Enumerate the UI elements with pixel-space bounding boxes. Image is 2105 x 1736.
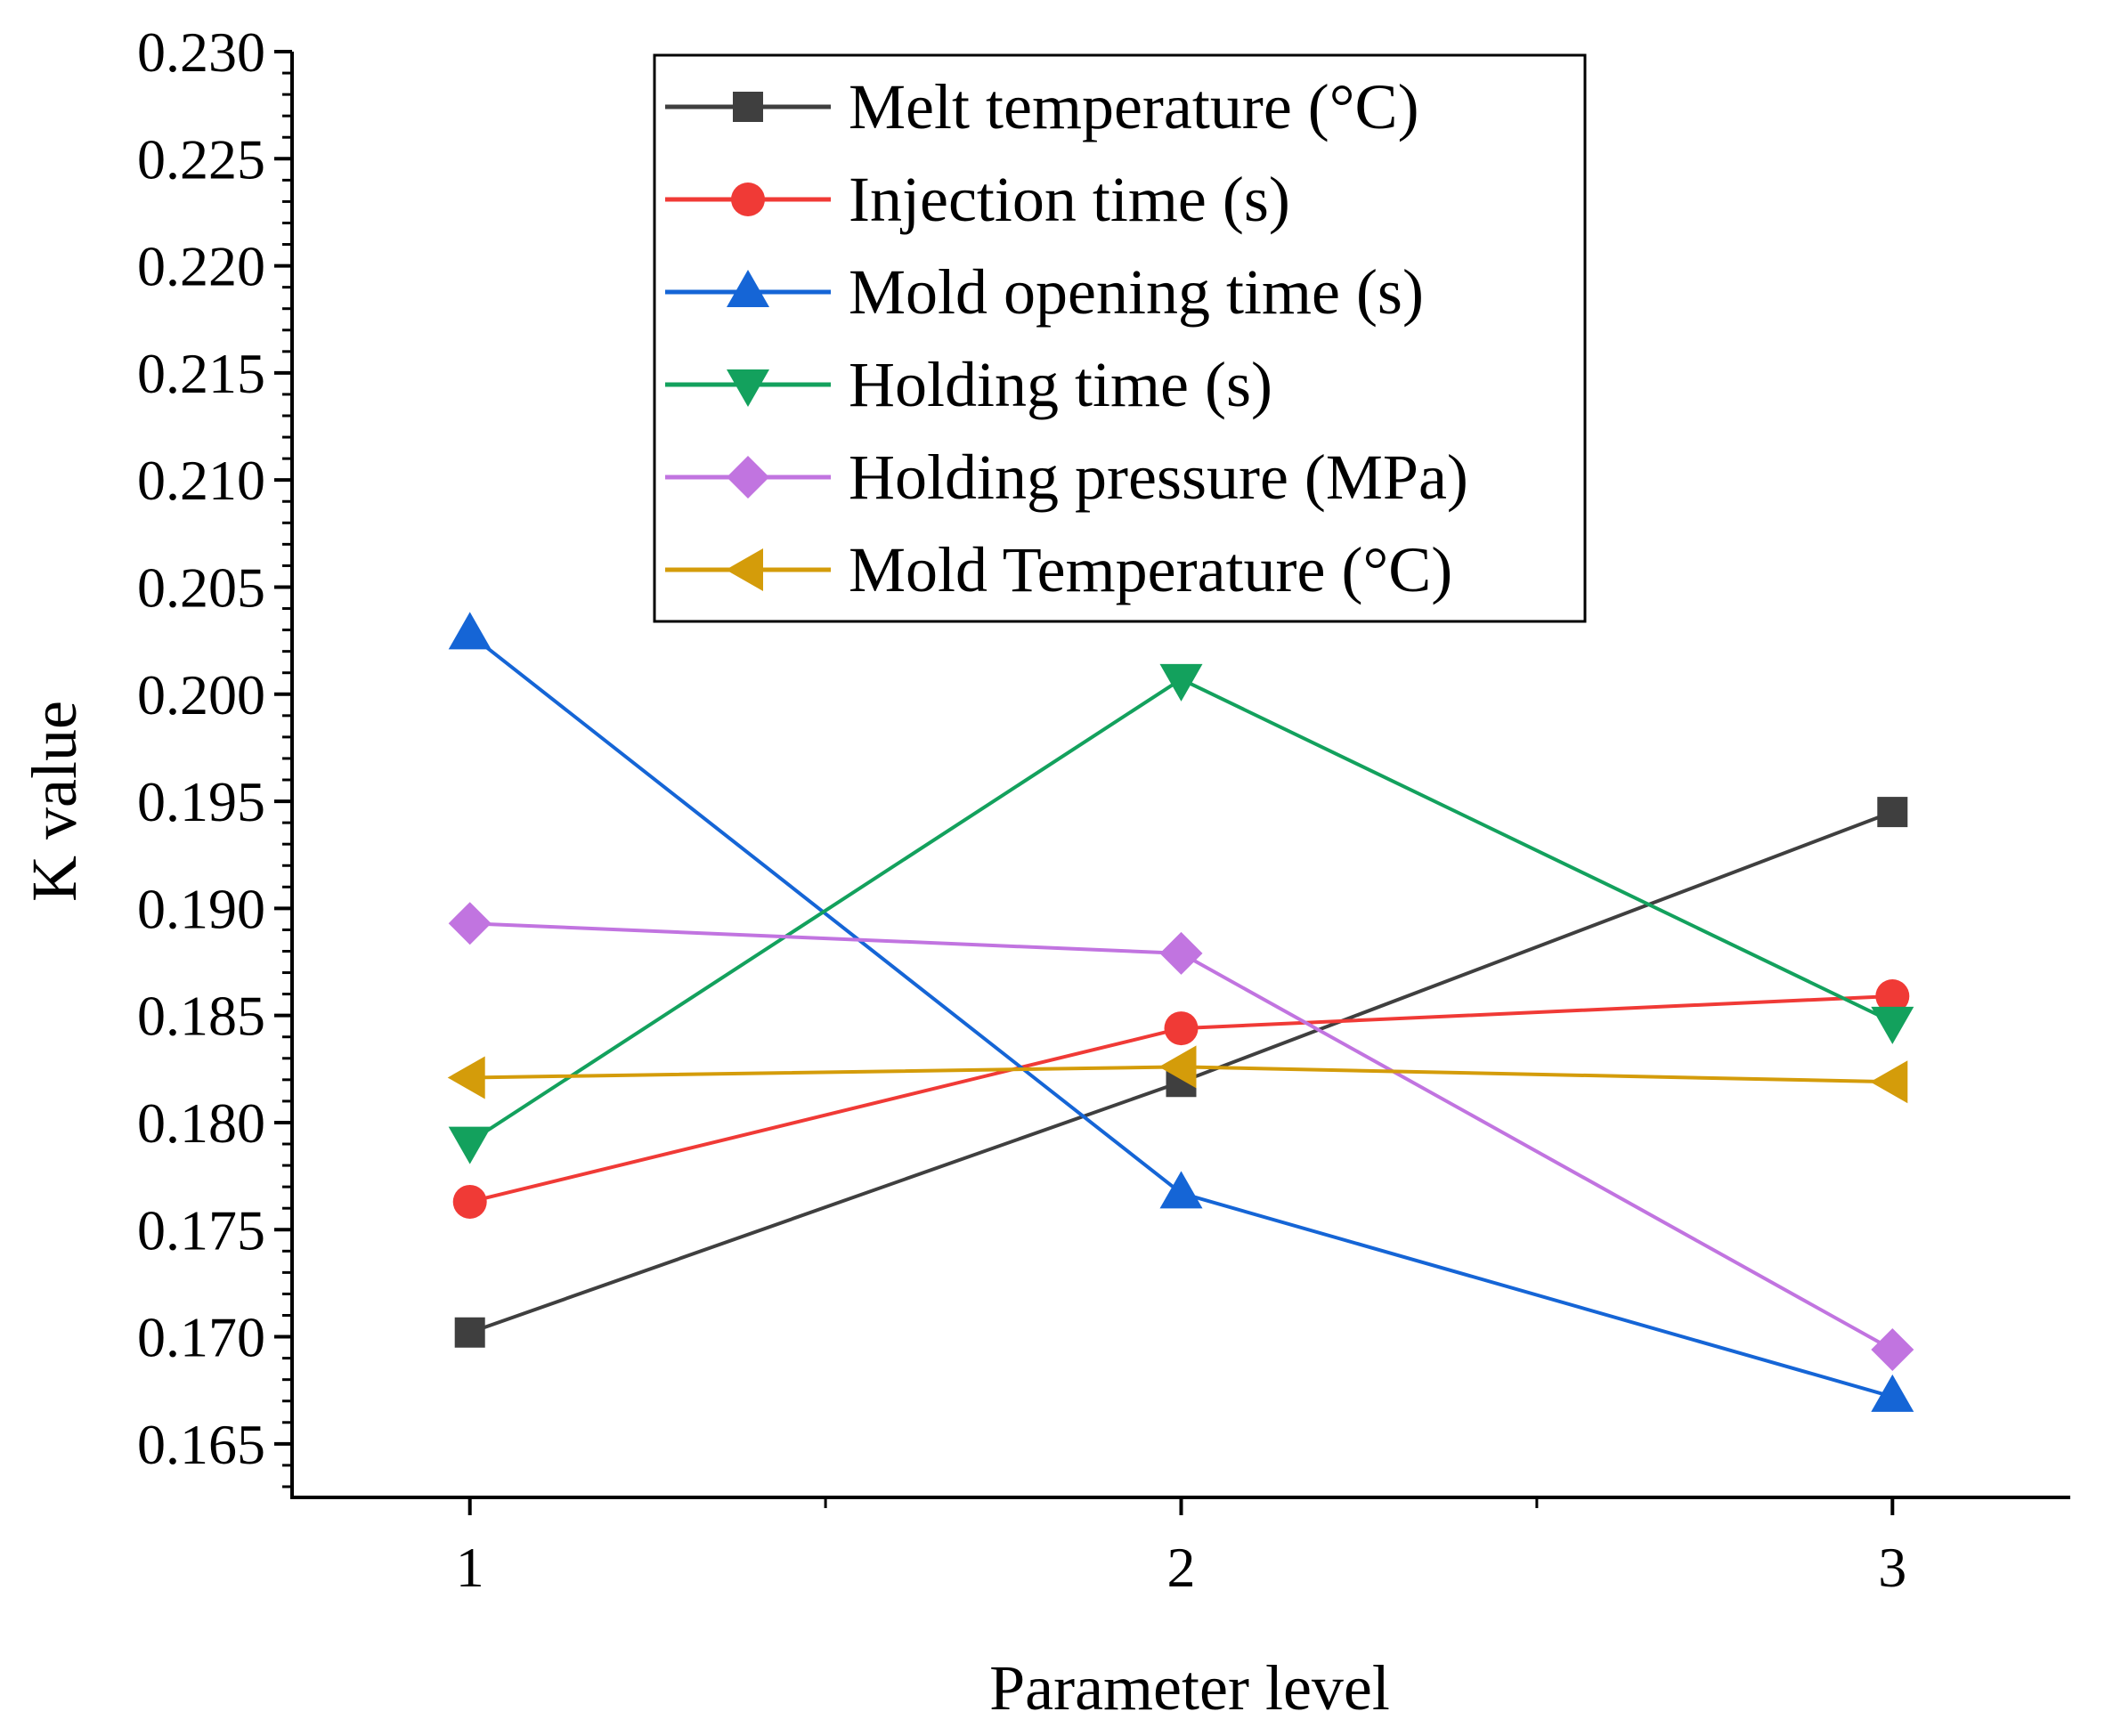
y-tick-label: 0.225: [137, 127, 265, 191]
legend-label: Mold Temperature (°C): [849, 534, 1452, 605]
y-tick-label: 0.210: [137, 449, 265, 512]
y-tick-label: 0.185: [137, 985, 265, 1048]
x-tick-label: 3: [1878, 1536, 1906, 1599]
legend-marker: [733, 92, 763, 122]
series-line: [469, 921, 1894, 1351]
legend-box: [653, 53, 1587, 623]
data-point: [448, 1126, 492, 1164]
data-point: [1158, 1045, 1197, 1089]
data-point: [448, 612, 492, 650]
data-point: [1875, 979, 1910, 1014]
data-point: [1877, 797, 1908, 828]
x-tick-label: 1: [456, 1536, 484, 1599]
legend-label: Injection time (s): [849, 164, 1290, 235]
y-tick-label: 0.205: [137, 556, 265, 619]
series-2: [452, 979, 1910, 1219]
y-tick-label: 0.220: [137, 235, 265, 298]
legend-item: Melt temperature (°C): [665, 71, 1419, 142]
data-point: [1871, 1006, 1914, 1044]
y-tick-label: 0.200: [137, 663, 265, 726]
legend-label: Holding time (s): [849, 349, 1272, 420]
x-axis-title: Parameter level: [989, 1652, 1390, 1724]
legend-marker: [727, 369, 769, 407]
y-axis-title: K value: [19, 701, 90, 902]
legend-marker: [727, 270, 769, 307]
x-tick-label: 2: [1167, 1536, 1196, 1599]
y-tick-label: 0.190: [137, 877, 265, 940]
legend-item: Mold Temperature (°C): [665, 534, 1452, 605]
series-5: [448, 902, 1914, 1371]
data-point: [1870, 1060, 1908, 1104]
y-tick-label: 0.195: [137, 770, 265, 833]
y-tick-label: 0.215: [137, 342, 265, 405]
data-point: [1159, 1171, 1203, 1209]
series-6: [447, 1045, 1908, 1104]
y-tick-label: 0.175: [137, 1198, 265, 1261]
series-4: [448, 663, 1914, 1164]
data-point: [454, 1317, 485, 1348]
data-point: [448, 902, 492, 945]
legend-label: Mold opening time (s): [849, 256, 1424, 328]
data-point: [1871, 1374, 1914, 1412]
series-3: [448, 612, 1914, 1412]
data-point: [1871, 1327, 1914, 1371]
legend-marker: [731, 183, 765, 216]
y-tick-label: 0.165: [137, 1413, 265, 1476]
legend-label: Holding pressure (MPa): [849, 442, 1468, 513]
legend-item: Injection time (s): [665, 164, 1290, 235]
data-point: [1159, 663, 1203, 702]
data-point: [1164, 1011, 1199, 1046]
legend-marker: [727, 456, 769, 499]
data-point: [447, 1056, 485, 1099]
y-tick-label: 0.170: [137, 1306, 265, 1369]
ticks: 0.165 0.170 0.175 0.180 0.185 0.190 0.195 0.200…: [137, 20, 1906, 1599]
legend-marker: [726, 548, 763, 591]
legend-item: Holding time (s): [665, 349, 1272, 420]
legend-item: Holding pressure (MPa): [665, 442, 1468, 513]
data-point: [452, 1184, 487, 1219]
y-tick-label: 0.230: [137, 20, 265, 84]
series-layer: [447, 612, 1914, 1412]
legend: Melt temperature (°C) Injection time (s) M…: [653, 53, 1587, 623]
legend-item: Mold opening time (s): [665, 256, 1424, 328]
data-point: [1159, 931, 1203, 975]
y-tick-label: 0.180: [137, 1091, 265, 1155]
legend-label: Melt temperature (°C): [849, 71, 1419, 142]
